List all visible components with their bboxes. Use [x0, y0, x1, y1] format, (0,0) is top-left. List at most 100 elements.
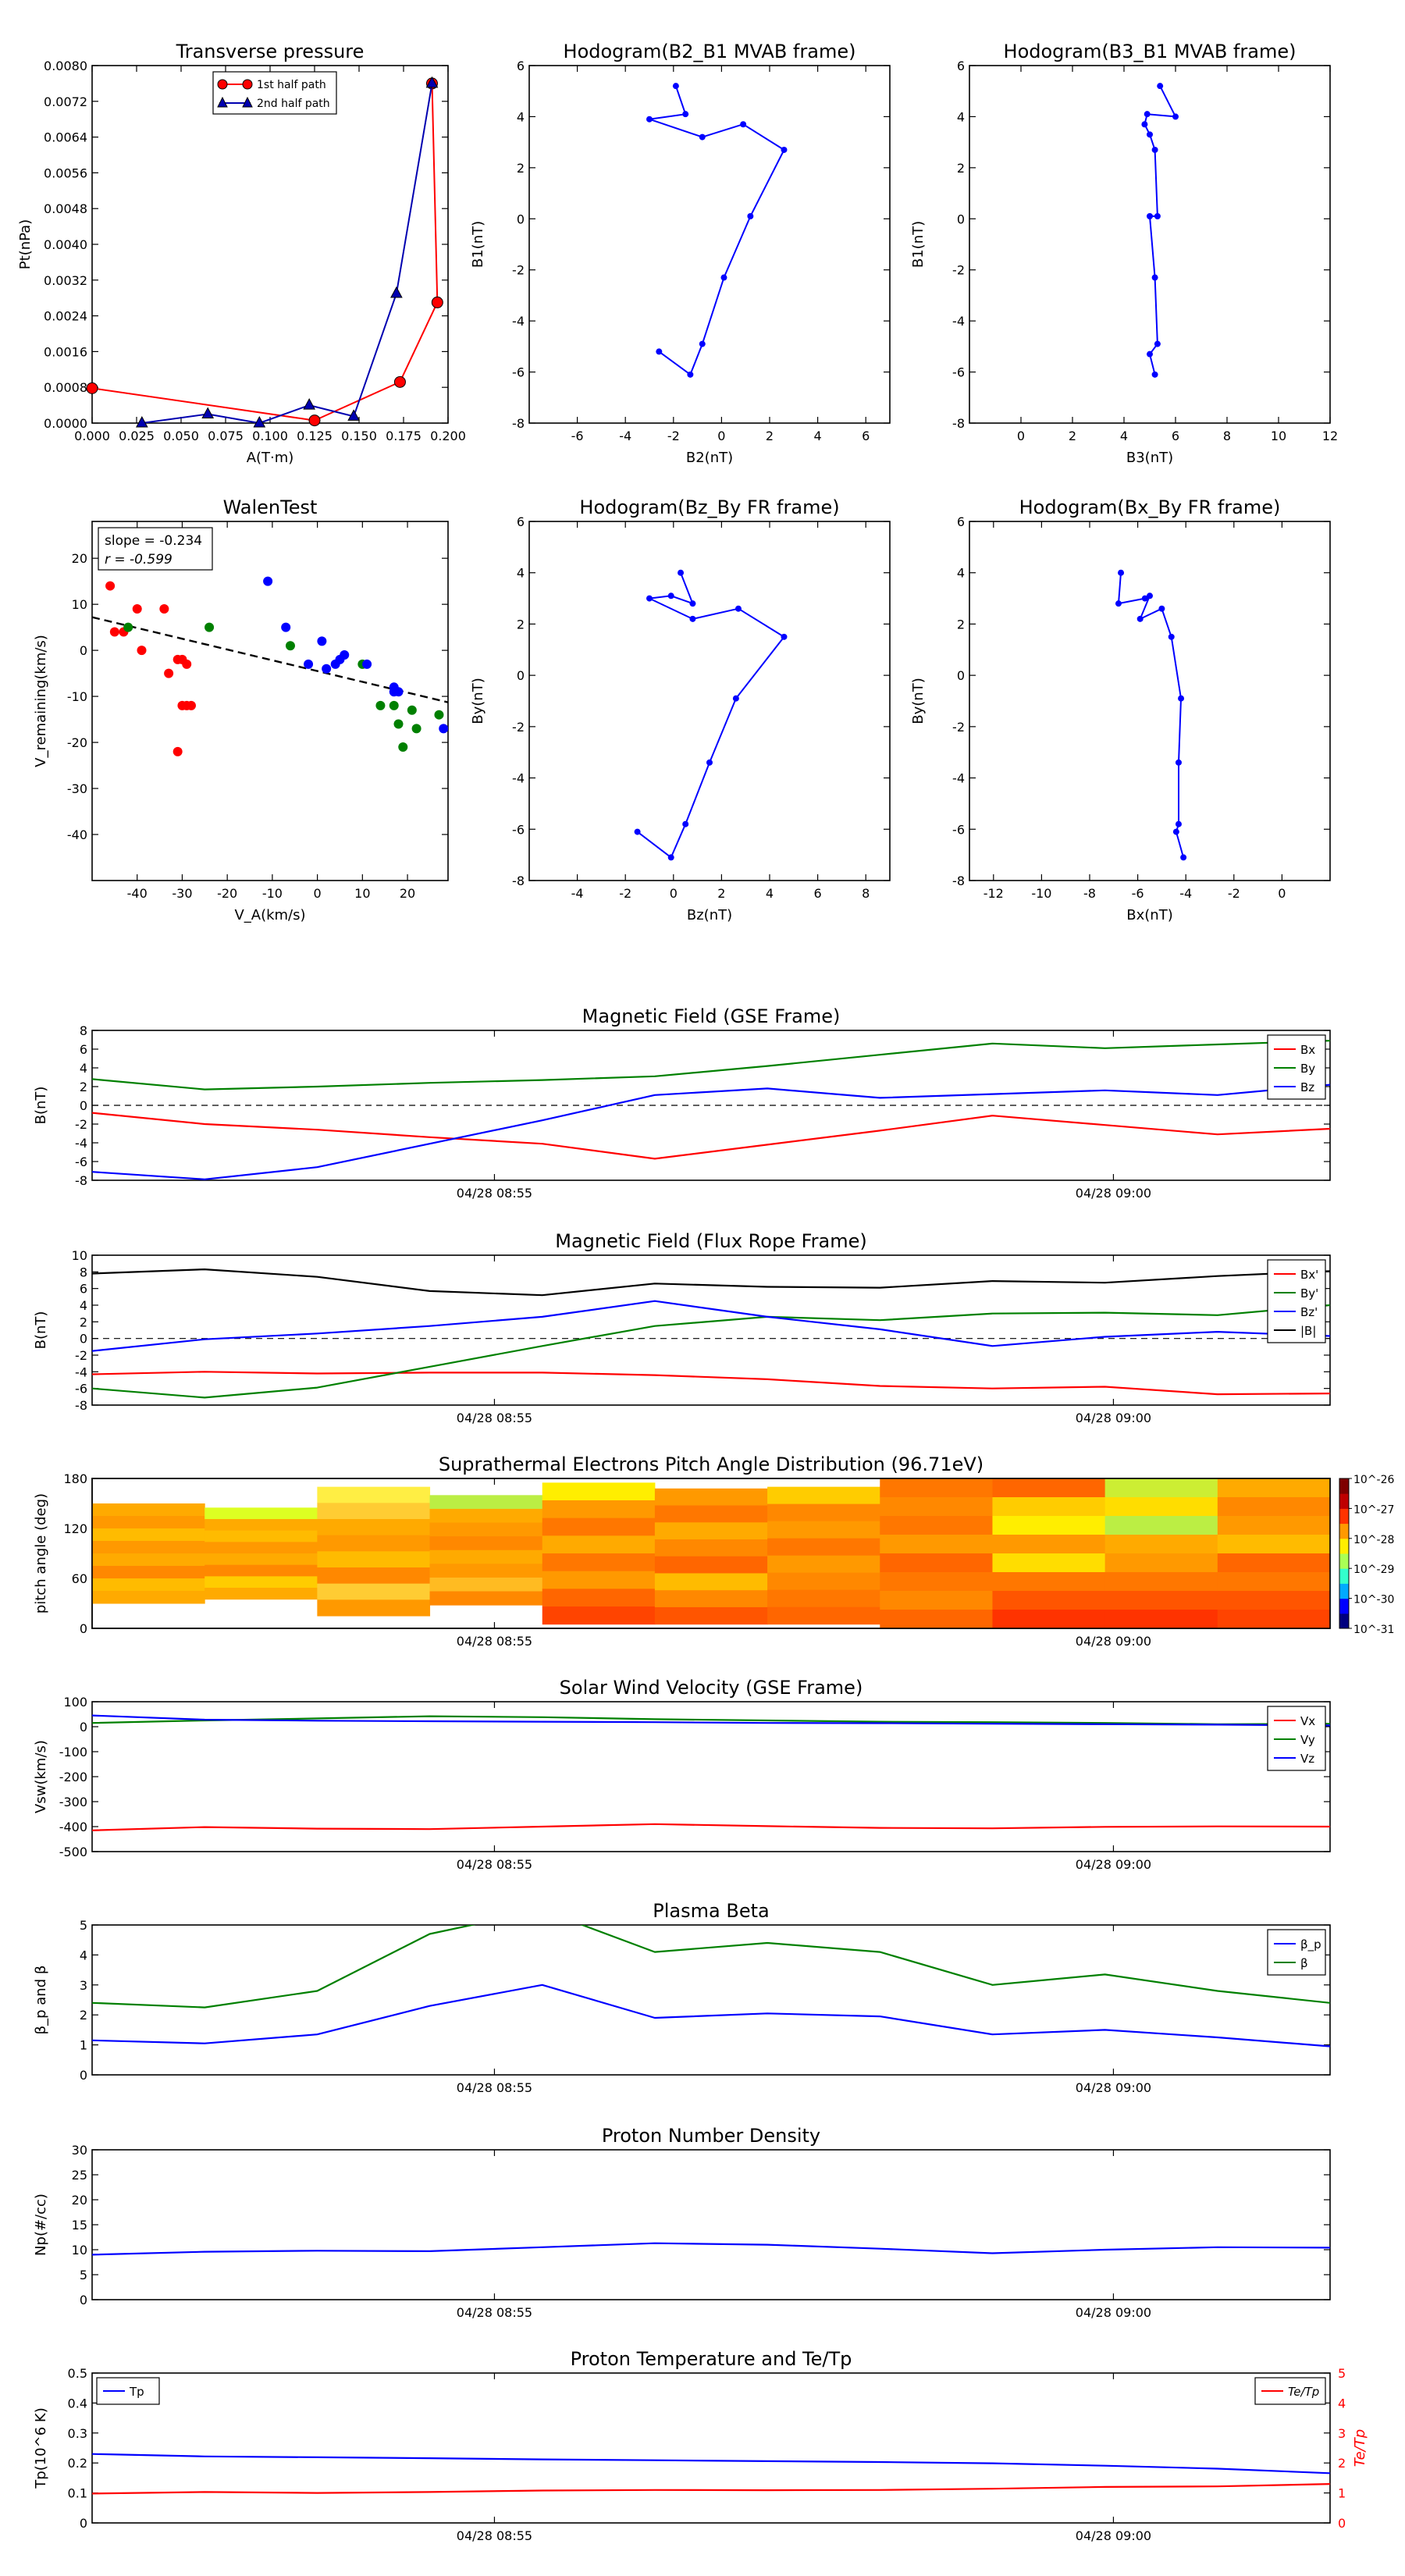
y-tick-label: 3 [80, 1978, 87, 1993]
chart-title: Transverse pressure [176, 41, 365, 62]
x-tick-label: -10 [1031, 886, 1051, 901]
heatmap-cell [205, 1542, 318, 1554]
x-tick-label: 10 [1271, 429, 1286, 443]
data-point [431, 296, 443, 308]
heatmap-cell [542, 1553, 656, 1572]
heatmap-cell [429, 1564, 543, 1578]
legend: β_p β [1267, 1929, 1326, 1976]
x-tick-label: 10 [354, 886, 370, 901]
x-tick-label: 0 [314, 886, 322, 901]
colorbar-label: 10^-31 [1353, 1624, 1394, 1636]
hodogram-chart: Hodogram(Bx_By FR frame) -12 -10 -8 -6 -4 -2 0 -… [910, 496, 1331, 923]
series-lines [92, 1268, 1330, 1399]
series-line-β_p [92, 1984, 1330, 2048]
heatmap-cell [654, 1488, 768, 1507]
data-point [706, 759, 713, 766]
x-tick-label: 4 [1120, 429, 1128, 443]
series-lines [92, 2453, 1330, 2495]
heatmap-cell [1104, 1497, 1218, 1517]
data-point [687, 371, 694, 378]
data-point [699, 340, 706, 347]
heatmap-cell [1104, 1572, 1218, 1592]
y-tick-label: 0.0048 [44, 201, 87, 216]
y-tick-label: -6 [512, 365, 525, 380]
heatmap-cell [429, 1508, 543, 1524]
colorbar-label: 10^-28 [1353, 1534, 1394, 1546]
annotation-r: r = -0.599 [105, 552, 173, 568]
heatmap-cell [317, 1551, 431, 1568]
chart-title: Suprathermal Electrons Pitch Angle Distr… [439, 1453, 984, 1475]
legend-marker [242, 79, 253, 90]
x-tick-label: 04/28 09:00 [1076, 1411, 1151, 1425]
heatmap-cell [1104, 1591, 1218, 1610]
heatmap-cell [317, 1519, 431, 1536]
data-point [672, 83, 679, 90]
y-tick-label: -20 [67, 735, 87, 750]
plot-frame [91, 1254, 1331, 1406]
y-tick-label: -30 [67, 781, 87, 796]
time-series-chart-beta: Plasma Beta 04/28 08:55 04/28 09:00 0 1 2 3 4 5 β… [33, 1900, 1331, 2095]
y-tick-label: 8 [80, 1023, 87, 1038]
x-tick-label: 0 [1278, 886, 1286, 901]
x-tick-label: 04/28 08:55 [457, 1634, 532, 1649]
y-axis-label: By(nT) [910, 678, 927, 724]
data-point [1154, 340, 1161, 347]
legend-label: Vy [1300, 1733, 1315, 1747]
x-tick-label: 6 [862, 429, 870, 443]
legend-marker [217, 79, 228, 90]
chart-title: Proton Temperature and Te/Tp [571, 2348, 852, 2370]
y-tick-label: 0 [957, 212, 965, 226]
y-tick-label: 0.0016 [44, 344, 87, 359]
data-point [634, 828, 641, 835]
heatmap-cell [1217, 1572, 1331, 1592]
heatmap-cell [317, 1503, 431, 1520]
data-point [1147, 350, 1153, 358]
data-point [1151, 146, 1158, 153]
scatter-point [177, 700, 187, 710]
series-line-Tp [92, 2453, 1330, 2475]
series-line-Vx [92, 1823, 1330, 1831]
x-tick-label: -4 [619, 429, 631, 443]
series-line-Bx' [92, 1371, 1330, 1396]
x-axis-label: V_A(km/s) [234, 907, 305, 923]
scatter-point [322, 664, 332, 674]
y-tick-label: -200 [59, 1770, 87, 1784]
heatmap-cell [654, 1590, 768, 1608]
x-axis-label: B2(nT) [686, 450, 733, 466]
x-tick-label: 0.000 [74, 429, 110, 443]
scatter-point [205, 622, 215, 632]
data-point [308, 415, 321, 427]
y-tick-label: 25 [72, 2168, 87, 2183]
heatmap-cell [542, 1606, 656, 1625]
x-tick-label: 2 [1069, 429, 1076, 443]
y-tick-label: 10 [72, 1248, 87, 1263]
x-tick-label: 0 [670, 886, 678, 901]
scatter-point [304, 659, 314, 669]
scatter-series-blue [263, 576, 448, 734]
data-point [1175, 820, 1182, 827]
data-point [732, 695, 739, 702]
pitch-angle-heatmap: Suprathermal Electrons Pitch Angle Distr… [33, 1453, 1395, 1649]
x-tick-label: -40 [127, 886, 148, 901]
plot-frame [969, 521, 1331, 881]
y-tick-label: -400 [59, 1820, 87, 1834]
heatmap-cell [429, 1495, 543, 1510]
y-tick-label: 0.0040 [44, 237, 87, 252]
data-point [1147, 213, 1153, 220]
x-tick-label: -4 [1179, 886, 1192, 901]
legend-label: Vx [1300, 1714, 1315, 1728]
scatter-point [285, 641, 295, 651]
x-tick-label: 6 [1172, 429, 1179, 443]
y-axis-label: B(nT) [33, 1311, 49, 1350]
series-line-By' [92, 1304, 1330, 1399]
heatmap-cell [992, 1553, 1106, 1573]
data-point [136, 415, 148, 428]
y-tick-label: 4 [957, 109, 965, 124]
heatmap-cell [542, 1535, 656, 1554]
y-tick-label: 0.0072 [44, 94, 87, 109]
x-tick-label: 20 [400, 886, 415, 901]
data-point [1175, 759, 1182, 766]
data-point [735, 605, 742, 612]
scatter-point [317, 636, 327, 646]
y-axis-label: Pt(nPa) [17, 219, 34, 269]
